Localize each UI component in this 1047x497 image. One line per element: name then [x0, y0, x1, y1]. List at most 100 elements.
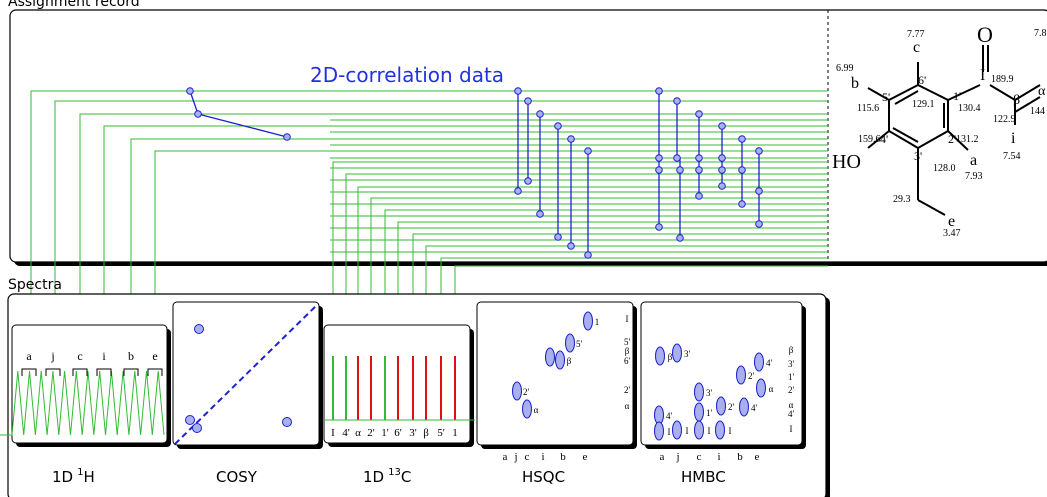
- correlation-dot: [554, 122, 562, 130]
- atom-I: I: [980, 67, 985, 84]
- correlation-dot: [655, 154, 663, 162]
- h1-multiplet-bracket: [72, 368, 88, 376]
- hmbc-side-label: 3': [788, 359, 795, 369]
- correlation-dot: [718, 182, 726, 190]
- correlation-title: 2D-correlation data: [310, 63, 504, 87]
- hsqc-peak-label: β: [567, 356, 572, 366]
- hmbc-axis-label: c: [697, 451, 702, 463]
- correlation-dot: [755, 220, 763, 228]
- hmbc-side-label: 4': [788, 409, 795, 419]
- cosy-crosspeak: [185, 415, 195, 425]
- correlation-dot: [283, 133, 291, 141]
- spectra-panels: ajcibeI4'α2'1'6'3'β5'115'6'β2'αajcibeI5'…: [0, 301, 806, 463]
- molecule-structure: O HO c 6' 1' 5' b 4' 2' 3' a e I β α i 7…: [832, 22, 1047, 239]
- shift-1304: 130.4: [958, 103, 981, 114]
- correlation-dot: [194, 110, 202, 118]
- h1-peak-label: i: [102, 349, 106, 363]
- correlation-dot: [718, 154, 726, 162]
- correlation-dot: [524, 177, 532, 185]
- h1-peak-label: e: [152, 349, 157, 363]
- correlation-dot: [738, 200, 746, 208]
- hmbc-peak-label: α: [769, 384, 774, 394]
- atom-c: c: [913, 39, 920, 56]
- c13-peak-label: 1': [381, 427, 389, 439]
- atom-b: b: [851, 75, 859, 92]
- panel-hmbc: [640, 301, 803, 446]
- hmbc-side-label: I: [790, 424, 793, 434]
- hsqc-peak: [565, 333, 575, 353]
- atom-3p: 3': [914, 149, 922, 163]
- atom-i: i: [1011, 130, 1016, 147]
- h1-multiplet-bracket: [147, 368, 163, 376]
- c13-peak-label: I: [331, 427, 335, 439]
- hmbc-peak: [654, 405, 664, 425]
- h1-peak-label: a: [26, 349, 32, 363]
- hsqc-axis-label: a: [503, 451, 508, 463]
- correlation-dot: [655, 166, 663, 174]
- hsqc-side-label: α: [625, 401, 630, 411]
- hmbc-peak: [739, 397, 749, 417]
- hmbc-peak: [715, 420, 725, 440]
- atom-4p: 4': [880, 132, 888, 146]
- hmbc-peak-label: 3': [684, 349, 691, 359]
- hmbc-peak-label: I: [729, 426, 732, 436]
- correlation-dot: [676, 234, 684, 242]
- hsqc-peak: [583, 311, 593, 331]
- atom-1p: 1': [953, 89, 961, 103]
- hmbc-side-label: β: [789, 345, 794, 355]
- shift-293: 29.3: [893, 194, 911, 205]
- hmbc-peak: [672, 343, 682, 363]
- shift-699: 6.99: [836, 63, 854, 74]
- c13-link-line: [370, 197, 828, 338]
- h1-multiplet-bracket: [45, 368, 61, 376]
- correlation-dot: [673, 97, 681, 105]
- shift-1280: 128.0: [933, 163, 956, 174]
- ho-group: HO: [832, 151, 861, 173]
- c13-peak-label: 4': [342, 427, 350, 439]
- hmbc-peak-label: 2': [728, 402, 735, 412]
- shift-1899: 189.9: [991, 74, 1014, 85]
- correlation-dot: [673, 154, 681, 162]
- c13-peak-label: 1: [452, 427, 458, 439]
- h1-multiplet-bracket: [123, 368, 139, 376]
- cosy-crosspeak: [192, 423, 202, 433]
- hsqc-axis-label: j: [513, 451, 517, 463]
- c13-peak-label: 3': [409, 427, 417, 439]
- atom-2p: 2': [948, 132, 956, 146]
- h1-multiplet-bracket: [21, 368, 37, 376]
- hmbc-side-label: α: [789, 400, 794, 410]
- hsqc-peak-label: 2': [523, 387, 530, 397]
- hsqc-axis-label: c: [525, 451, 530, 463]
- hmbc-peak-label: 4': [666, 411, 673, 421]
- c13-peak-label: β: [423, 427, 429, 439]
- correlation-dot: [536, 210, 544, 218]
- shift-78: 7.8: [1034, 28, 1047, 39]
- cosy-crosspeak: [194, 324, 204, 334]
- hmbc-peak-label: β: [668, 352, 673, 362]
- correlation-dot: [554, 233, 562, 241]
- title-cosy: COSY: [216, 468, 258, 486]
- title-1h: 1D 1H: [52, 467, 95, 486]
- hmbc-peak-label: 3': [706, 388, 713, 398]
- atom-beta: β: [1013, 93, 1020, 108]
- hsqc-peak: [522, 399, 532, 419]
- hmbc-peak-label: I: [708, 426, 711, 436]
- c13-peak-label: 5': [437, 427, 445, 439]
- hmbc-axis-label: a: [660, 451, 665, 463]
- shift-347: 3.47: [943, 228, 961, 239]
- hsqc-side-label: 6': [624, 356, 631, 366]
- hmbc-peak: [756, 378, 766, 398]
- c13-peak-label: 2': [367, 427, 375, 439]
- correlation-dot: [514, 187, 522, 195]
- hmbc-peak-label: 1': [706, 408, 713, 418]
- hmbc-peak: [654, 421, 664, 441]
- correlation-dot: [584, 251, 592, 259]
- h1-link-line: [54, 100, 828, 338]
- correlation-dot: [738, 166, 746, 174]
- assignment-label: Assignment record: [8, 0, 140, 10]
- correlation-dot: [695, 166, 703, 174]
- title-hsqc: HSQC: [522, 468, 565, 486]
- shift-1596: 159.6: [858, 134, 881, 145]
- shift-1312: 131.2: [956, 134, 979, 145]
